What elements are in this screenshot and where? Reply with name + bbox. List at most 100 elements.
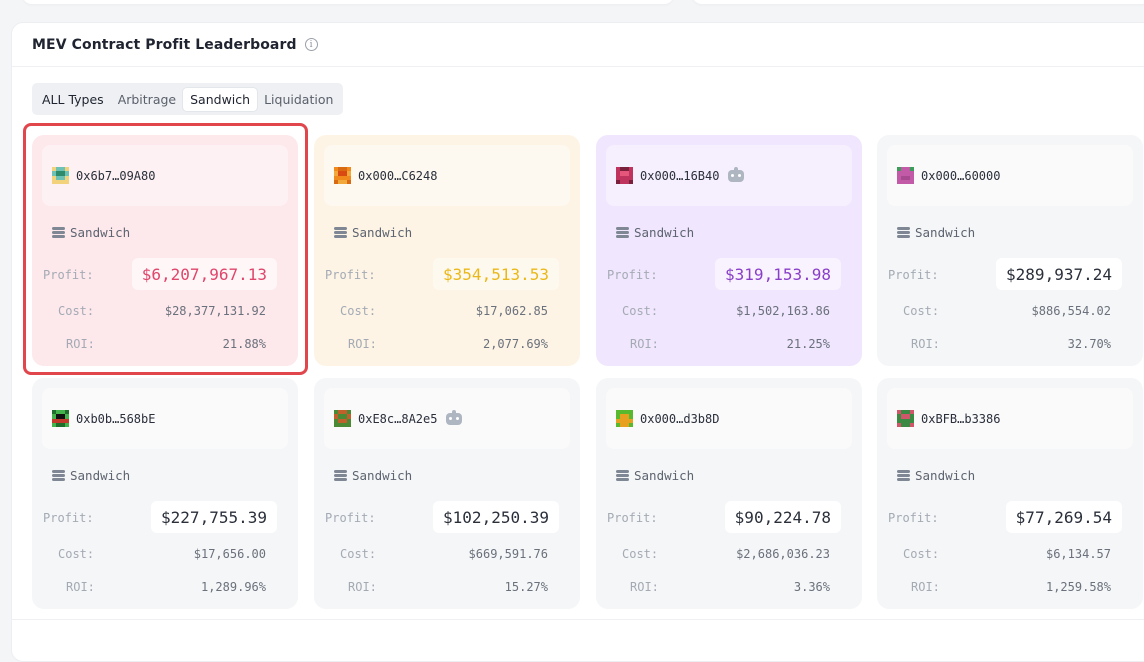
avatar — [616, 410, 633, 427]
profit-value: $289,937.24 — [996, 258, 1122, 290]
profit-value: $102,250.39 — [433, 501, 559, 533]
footer-divider — [11, 619, 1144, 620]
cost-value: $17,062.85 — [475, 304, 548, 318]
contract-address[interactable]: 0x000…60000 — [921, 168, 1001, 183]
panel-header: MEV Contract Profit Leaderboard i — [12, 23, 1144, 67]
contract-card[interactable]: 0x000…C6248 Sandwich Profit: $354,513.53 Cos… — [314, 135, 580, 366]
cost-value: $2,686,036.23 — [736, 547, 830, 561]
contract-card[interactable]: 0x000…d3b8D Sandwich Profit: $90,224.78 Cost… — [596, 378, 862, 609]
avatar — [897, 410, 914, 427]
contract-card[interactable]: 0x000…60000 Sandwich Profit: $289,937.24 Cos… — [877, 135, 1143, 366]
bot-icon — [446, 409, 463, 425]
contract-address[interactable]: 0x000…16B40 — [640, 168, 720, 183]
sandwich-icon — [334, 470, 347, 481]
contract-card[interactable]: 0x000…16B40 Sandwich Profit: $319,153.98 Cos… — [596, 135, 862, 366]
cost-label: Cost: — [58, 304, 95, 318]
mev-type: Sandwich — [897, 225, 975, 240]
roi-label: ROI: — [630, 580, 659, 594]
card-header: 0x000…d3b8D — [606, 388, 852, 449]
avatar — [897, 167, 914, 184]
panel-title: MEV Contract Profit Leaderboard — [32, 36, 297, 53]
card-header: 0xBFB…b3386 — [887, 388, 1133, 449]
avatar — [52, 410, 69, 427]
sandwich-icon — [334, 227, 347, 238]
mev-type-label: Sandwich — [634, 225, 695, 240]
mev-type: Sandwich — [52, 225, 130, 240]
profit-label: Profit: — [325, 268, 376, 282]
avatar — [334, 167, 351, 184]
roi-label: ROI: — [348, 337, 377, 351]
mev-type: Sandwich — [334, 468, 412, 483]
cost-label: Cost: — [903, 547, 940, 561]
contract-card[interactable]: 0xE8c…8A2e5 Sandwich Profit: $102,250.39 Cos… — [314, 378, 580, 609]
profit-value: $90,224.78 — [724, 501, 841, 533]
card-header: 0xE8c…8A2e5 — [324, 388, 570, 449]
cost-value: $1,502,163.86 — [736, 304, 830, 318]
mev-type-label: Sandwich — [352, 225, 413, 240]
tab-all-types[interactable]: ALL Types — [42, 91, 104, 107]
mev-type: Sandwich — [897, 468, 975, 483]
sandwich-icon — [897, 470, 910, 481]
profit-label: Profit: — [888, 268, 939, 282]
card-header: 0xb0b…568bE — [42, 388, 288, 449]
mev-type: Sandwich — [334, 225, 412, 240]
cost-value: $6,134.57 — [1045, 547, 1111, 561]
cost-label: Cost: — [340, 547, 377, 561]
profit-label: Profit: — [607, 511, 658, 525]
sandwich-icon — [897, 227, 910, 238]
mev-type: Sandwich — [616, 468, 694, 483]
contract-address[interactable]: 0x000…C6248 — [358, 168, 438, 183]
cost-label: Cost: — [622, 547, 659, 561]
profit-label: Profit: — [43, 511, 94, 525]
contract-card[interactable]: 0xb0b…568bE Sandwich Profit: $227,755.39 Cos… — [32, 378, 298, 609]
roi-label: ROI: — [911, 580, 940, 594]
top-panel-left — [22, 0, 674, 4]
top-panel-right — [692, 0, 1144, 4]
roi-value: 32.70% — [1067, 337, 1111, 351]
sandwich-icon — [616, 227, 629, 238]
info-icon[interactable]: i — [304, 38, 318, 51]
mev-type-label: Sandwich — [352, 468, 413, 483]
cost-label: Cost: — [622, 304, 659, 318]
leaderboard-panel: MEV Contract Profit Leaderboard i ALL Ty… — [11, 22, 1144, 662]
tab-liquidation[interactable]: Liquidation — [264, 91, 334, 107]
contract-address[interactable]: 0xb0b…568bE — [76, 411, 156, 426]
tab-sandwich[interactable]: Sandwich — [183, 87, 258, 111]
mev-type-label: Sandwich — [915, 225, 976, 240]
mev-type: Sandwich — [52, 468, 130, 483]
roi-label: ROI: — [66, 580, 95, 594]
cost-value: $17,656.00 — [193, 547, 266, 561]
mev-type-label: Sandwich — [70, 225, 131, 240]
contract-address[interactable]: 0xBFB…b3386 — [921, 411, 1001, 426]
contract-address[interactable]: 0x6b7…09A80 — [76, 168, 156, 183]
avatar — [616, 167, 633, 184]
profit-label: Profit: — [43, 268, 94, 282]
roi-value: 1,259.58% — [1045, 580, 1111, 594]
top-strip — [0, 0, 1144, 14]
roi-value: 15.27% — [504, 580, 548, 594]
card-header: 0x000…60000 — [887, 145, 1133, 206]
cost-value: $886,554.02 — [1031, 304, 1111, 318]
tab-arbitrage[interactable]: Arbitrage — [117, 91, 177, 107]
roi-value: 21.88% — [222, 337, 266, 351]
profit-label: Profit: — [888, 511, 939, 525]
contract-card[interactable]: 0xBFB…b3386 Sandwich Profit: $77,269.54 Cost… — [877, 378, 1143, 609]
mev-type-label: Sandwich — [915, 468, 976, 483]
profit-value: $227,755.39 — [151, 501, 277, 533]
profit-value: $6,207,967.13 — [131, 258, 277, 290]
contract-card[interactable]: 0x6b7…09A80 Sandwich Profit: $6,207,967.13 C… — [32, 135, 298, 366]
profit-label: Profit: — [607, 268, 658, 282]
roi-value: 21.25% — [786, 337, 830, 351]
mev-type-label: Sandwich — [634, 468, 695, 483]
profit-label: Profit: — [325, 511, 376, 525]
mev-type-label: Sandwich — [70, 468, 131, 483]
card-header: 0x000…16B40 — [606, 145, 852, 206]
sandwich-icon — [52, 227, 65, 238]
contract-address[interactable]: 0x000…d3b8D — [640, 411, 720, 426]
roi-label: ROI: — [911, 337, 940, 351]
sandwich-icon — [52, 470, 65, 481]
roi-label: ROI: — [348, 580, 377, 594]
mev-type: Sandwich — [616, 225, 694, 240]
contract-address[interactable]: 0xE8c…8A2e5 — [358, 411, 438, 426]
cost-label: Cost: — [340, 304, 377, 318]
